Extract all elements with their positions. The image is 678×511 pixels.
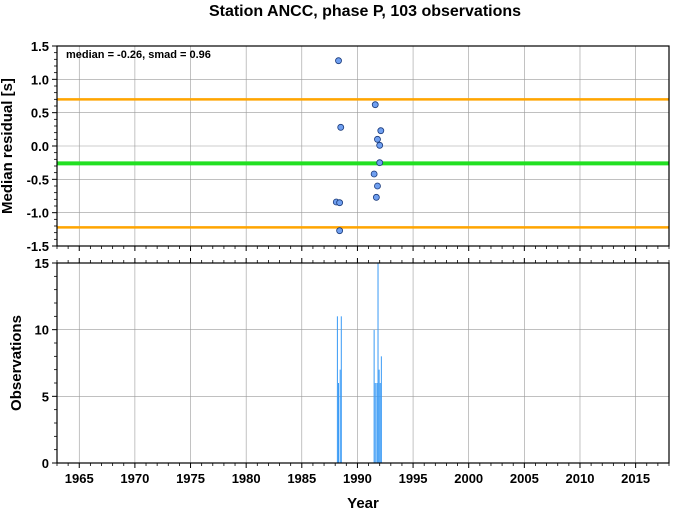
- observations-grid: [56, 258, 670, 468]
- x-tick-label: 2005: [510, 471, 539, 486]
- residual-point: [374, 135, 381, 143]
- x-tick-label: 1970: [120, 471, 149, 486]
- x-tick-label: 2010: [566, 471, 595, 486]
- observation-bar: [379, 383, 381, 463]
- x-tick-label: 1975: [176, 471, 205, 486]
- x-tick-label: 1965: [65, 471, 94, 486]
- x-tick-label: 1985: [287, 471, 316, 486]
- y-tick-label: -1.0: [27, 206, 49, 221]
- observation-bar: [338, 383, 340, 463]
- x-tick-label: 1995: [399, 471, 428, 486]
- y-tick-label: 5: [42, 389, 49, 404]
- residual-points: [332, 57, 385, 235]
- x-tick-label: 1980: [232, 471, 261, 486]
- y-tick-label: 0: [42, 456, 49, 471]
- residual-point: [372, 193, 380, 201]
- residual-y-ticks: 1.5 1.0 0.5 0.0 -0.5 -1.0 -1.5: [27, 39, 57, 254]
- residual-point: [336, 227, 344, 235]
- residual-grid: [56, 45, 670, 251]
- residual-point: [337, 123, 345, 131]
- residual-panel: 1.5 1.0 0.5 0.0 -0.5 -1.0 -1.5 median = -0.26,…: [0, 39, 670, 254]
- observation-bar: [378, 369, 380, 463]
- observation-bar: [376, 383, 378, 463]
- observations-y-axis-label: Observations: [8, 315, 25, 411]
- residual-point: [336, 199, 344, 207]
- year-x-ticks: 1965 1970 1975 1980 1985 1990 1995 2000 2005 2010…: [65, 471, 650, 486]
- residual-point: [376, 141, 384, 149]
- observation-bar: [373, 329, 375, 463]
- residual-point: [374, 182, 381, 190]
- observation-bar: [377, 263, 379, 463]
- residual-y-axis-label: Median residual [s]: [0, 78, 16, 214]
- x-tick-label: 1990: [343, 471, 372, 486]
- reference-lines: [57, 98, 669, 229]
- residual-point: [335, 57, 342, 65]
- y-tick-label: 10: [35, 323, 49, 338]
- x-tick-label: 2000: [454, 471, 483, 486]
- year-x-axis-label: Year: [347, 495, 379, 511]
- median-smad-annotation: median = -0.26, smad = 0.96: [66, 49, 211, 61]
- x-tick-label: 2015: [621, 471, 650, 486]
- observation-bar: [339, 369, 341, 463]
- y-tick-label: 15: [35, 256, 49, 271]
- observation-bar: [336, 316, 338, 463]
- observation-bar: [340, 316, 342, 463]
- y-tick-label: -1.5: [27, 239, 49, 254]
- y-tick-label: 1.5: [31, 39, 49, 54]
- observations-y-ticks: 15 10 5 0: [35, 256, 57, 471]
- y-tick-label: 0.0: [31, 139, 49, 154]
- residual-point: [371, 101, 379, 109]
- observation-bar: [380, 356, 382, 463]
- observations-panel: 15 10 5 0 1965 1970 1975 1980 1985 1990 1995 2000 2…: [8, 256, 670, 511]
- observations-plot-frame: [56, 262, 670, 464]
- observation-bars: [336, 263, 382, 463]
- residual-point: [370, 170, 378, 178]
- chart-title: Station ANCC, phase P, 103 observations: [209, 3, 521, 20]
- observation-bar: [374, 383, 376, 463]
- residual-point: [376, 159, 384, 167]
- residual-point: [377, 127, 385, 135]
- y-tick-label: -0.5: [27, 172, 49, 187]
- y-tick-label: 1.0: [31, 72, 49, 87]
- y-tick-label: 0.5: [31, 106, 49, 121]
- residual-plot-frame: [56, 45, 670, 247]
